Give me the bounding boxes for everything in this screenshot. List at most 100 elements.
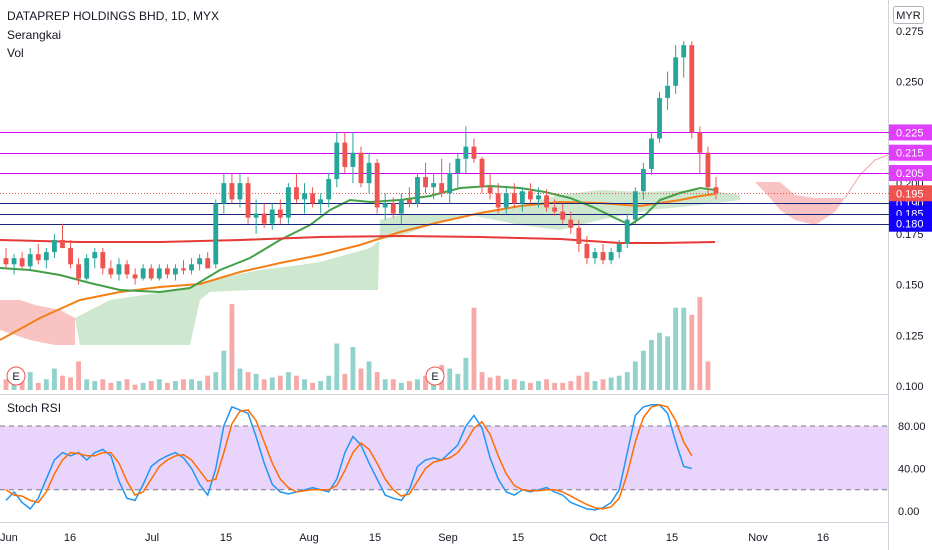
volume-bar [528, 382, 533, 390]
candle [616, 239, 622, 259]
candle-body [11, 258, 17, 265]
volume-bar [205, 375, 211, 390]
candle-body [689, 45, 695, 133]
candle-body [423, 177, 428, 188]
candle-body [124, 264, 130, 275]
candle [519, 187, 525, 212]
volume-bar [665, 336, 671, 390]
candle-body [374, 162, 380, 208]
level-label-box [889, 124, 932, 141]
volume-bar [302, 379, 307, 390]
volume-bar [51, 368, 57, 390]
candle [294, 173, 299, 204]
candle [697, 126, 703, 173]
candle-body [632, 191, 638, 220]
stoch-rsi-title[interactable]: Stoch RSI [7, 401, 62, 415]
candle-body [398, 199, 404, 214]
indicator-serangkai-label[interactable]: Serangkai [7, 28, 62, 42]
candle-body [608, 252, 614, 261]
candle-body [673, 57, 679, 86]
volume-bar [366, 361, 372, 390]
candle-body [189, 264, 194, 271]
candle-body [624, 219, 630, 244]
candle-body [342, 142, 348, 167]
candle-body [3, 258, 9, 265]
candle [27, 248, 33, 271]
candle [649, 132, 654, 176]
price-tick-label: 0.250 [896, 77, 924, 89]
candle-body [35, 254, 41, 261]
candle [608, 248, 614, 265]
volume-bar [116, 381, 122, 390]
volume-bar [390, 379, 396, 390]
candle [84, 254, 90, 281]
candle-body [528, 191, 533, 200]
volume-bar [374, 372, 380, 390]
symbol-title[interactable]: DATAPREP HOLDINGS BHD, 1D, MYX [7, 9, 220, 23]
candle [318, 193, 324, 214]
time-tick-label: Nov [748, 532, 768, 544]
candle-body [92, 252, 98, 259]
candle-body [68, 248, 73, 265]
volume-bar [479, 372, 485, 390]
candle [640, 162, 646, 200]
volume-bar [43, 379, 49, 390]
candle [261, 203, 267, 228]
earnings-icon [425, 366, 445, 386]
candle [382, 193, 388, 220]
volume-bar [519, 381, 525, 390]
candle [342, 132, 348, 173]
volume-bar [657, 332, 662, 390]
candle-body [294, 187, 299, 200]
level-label-text: 0.215 [896, 148, 924, 160]
candle [11, 254, 17, 275]
candle-body [302, 193, 307, 200]
candle [221, 173, 227, 214]
last-price-text: 0.195 [896, 188, 924, 200]
candle-body [350, 152, 356, 167]
candle-body [132, 274, 138, 279]
candle [140, 264, 146, 281]
candle-body [503, 193, 509, 208]
candle [19, 252, 25, 269]
candle-body [697, 132, 703, 153]
candle-body [382, 203, 388, 208]
candle-body [592, 252, 598, 259]
candle-body [237, 183, 243, 200]
candle [334, 132, 340, 188]
volume-bar [673, 307, 679, 390]
candle-body [600, 252, 606, 261]
candle [132, 268, 138, 285]
volume-bar [84, 379, 90, 390]
currency-box [893, 6, 924, 24]
candle [302, 183, 307, 214]
volume-bar [27, 372, 33, 390]
candle-body [511, 193, 517, 204]
level-label-text: 0.205 [896, 168, 924, 180]
candle-body [253, 213, 259, 218]
candle [592, 248, 598, 265]
time-tick-label: Aug [299, 532, 319, 544]
candle [366, 152, 372, 194]
candle-body [156, 268, 162, 279]
candle [406, 187, 412, 208]
volume-bar [568, 381, 574, 390]
candle-body [406, 199, 412, 204]
volume-bar [608, 377, 614, 390]
indicator-vol-label[interactable]: Vol [7, 46, 24, 60]
candle [455, 152, 461, 188]
candle [148, 264, 154, 281]
time-tick-label: Oct [589, 532, 606, 544]
volume-bar [382, 379, 388, 390]
candle [277, 199, 283, 224]
candle [205, 252, 211, 269]
candle-body [455, 158, 461, 173]
earnings-marker: E [6, 366, 26, 386]
candle-body [229, 183, 235, 200]
volume-bar [35, 382, 41, 390]
candle [35, 244, 41, 265]
candle [374, 158, 380, 214]
candle-body [649, 138, 654, 169]
candle [673, 45, 679, 94]
